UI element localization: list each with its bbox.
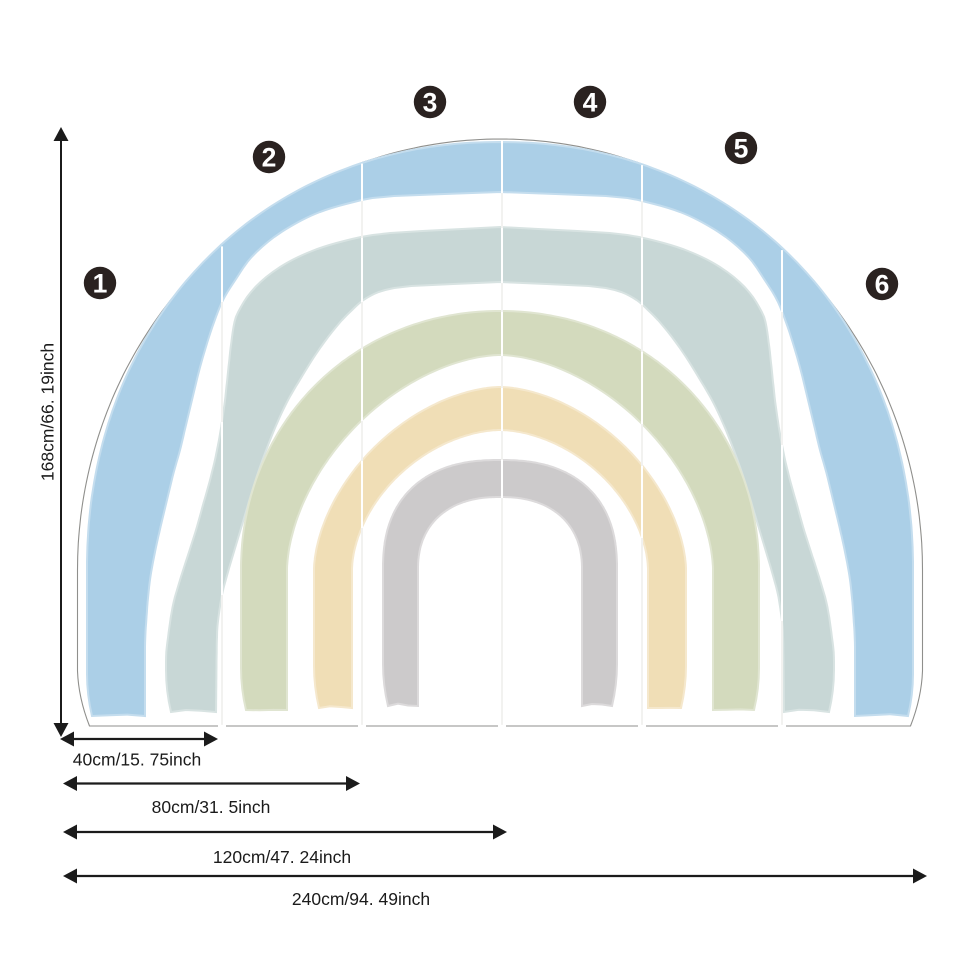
svg-text:120cm/47. 24inch: 120cm/47. 24inch: [213, 847, 351, 867]
svg-text:6: 6: [875, 269, 890, 299]
svg-text:240cm/94. 49inch: 240cm/94. 49inch: [292, 889, 430, 909]
svg-text:168cm/66. 19inch: 168cm/66. 19inch: [38, 343, 58, 481]
svg-text:3: 3: [423, 87, 438, 117]
svg-text:1: 1: [93, 268, 108, 298]
svg-text:4: 4: [583, 87, 598, 117]
svg-text:40cm/15. 75inch: 40cm/15. 75inch: [73, 750, 201, 770]
svg-text:5: 5: [734, 133, 749, 163]
svg-text:2: 2: [262, 142, 277, 172]
svg-text:80cm/31. 5inch: 80cm/31. 5inch: [152, 797, 271, 817]
